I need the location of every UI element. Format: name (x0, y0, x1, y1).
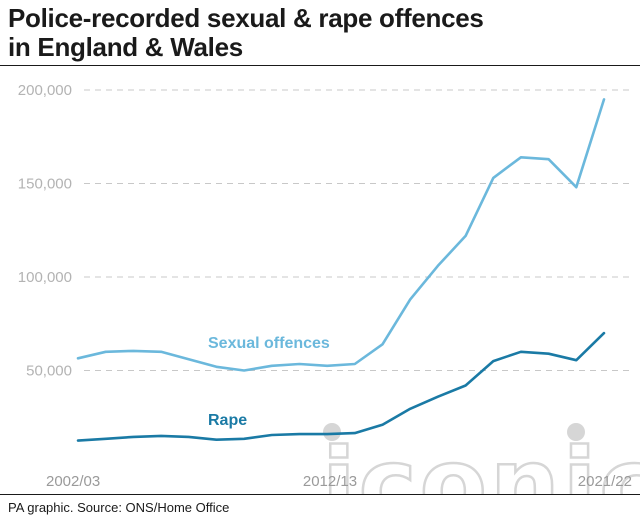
chart-title-line2: in England & Wales (8, 32, 243, 62)
y-tick-label: 50,000 (26, 363, 72, 380)
series-label-sexual-offences: Sexual offences (208, 335, 330, 352)
y-tick-label: 200,000 (18, 82, 72, 99)
x-axis-ticks: 2002/03 2012/13 2021/22 (46, 473, 632, 490)
series-lines (76, 98, 606, 442)
series-labels: Sexual offences Rape (208, 335, 330, 429)
x-tick-label: 2002/03 (46, 473, 100, 490)
source-note: PA graphic. Source: ONS/Home Office (8, 500, 230, 515)
y-tick-label: 150,000 (18, 176, 72, 193)
watermark-text: iconic (322, 428, 640, 495)
y-tick-label: 100,000 (18, 269, 72, 286)
gridlines (84, 89, 630, 371)
series-line-rape (76, 331, 606, 442)
watermark: iconic (321, 423, 640, 495)
watermark-dot (323, 423, 341, 441)
x-tick-label: 2012/13 (303, 473, 357, 490)
chart-title-line1: Police-recorded sexual & rape offences (8, 3, 484, 33)
y-axis-ticks: 50,000 100,000 150,000 200,000 (18, 82, 72, 380)
footer-divider (0, 494, 640, 495)
series-label-rape: Rape (208, 412, 247, 429)
chart-title: Police-recorded sexual & rape offences i… (8, 4, 632, 62)
watermark-dot (567, 423, 585, 441)
x-tick-label: 2021/22 (578, 473, 632, 490)
line-chart: 50,000 100,000 150,000 200,000 iconic 2002/… (18, 82, 640, 495)
series-line-sexual-offences (76, 98, 606, 372)
title-divider (0, 65, 640, 66)
